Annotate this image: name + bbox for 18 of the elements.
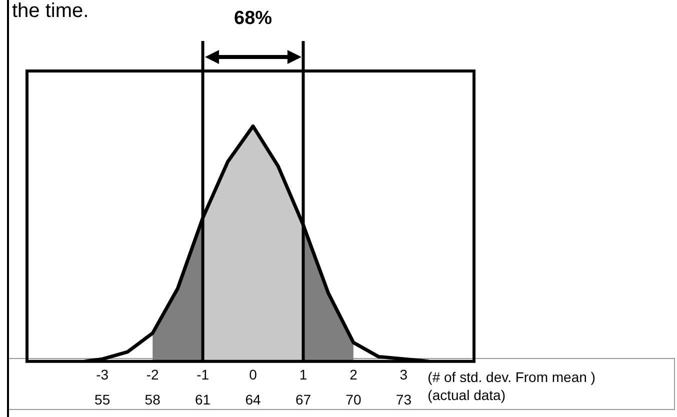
x2-axis-title: (actual data)	[428, 387, 506, 404]
x-tick-label: -1	[196, 366, 210, 383]
x-tick-label: 2	[350, 366, 358, 383]
x2-tick-label: 55	[94, 391, 110, 408]
x-tick-label: 1	[299, 366, 308, 383]
x-tick-label: -3	[96, 366, 109, 383]
x2-tick-label: 73	[396, 391, 412, 408]
x-axis-title: (# of std. dev. From mean )	[428, 369, 596, 386]
text: the time.	[12, 0, 89, 22]
x-tick-label: -2	[146, 366, 159, 383]
x-tick-label: 0	[249, 366, 258, 383]
x2-tick-label: 70	[346, 391, 362, 408]
x2-tick-label: 67	[295, 391, 312, 408]
x2-tick-label: 64	[245, 391, 262, 408]
x-tick-label: 3	[400, 366, 408, 383]
x2-tick-label: 58	[144, 391, 161, 408]
x2-tick-label: 61	[194, 391, 211, 408]
text: 68%	[234, 8, 272, 30]
